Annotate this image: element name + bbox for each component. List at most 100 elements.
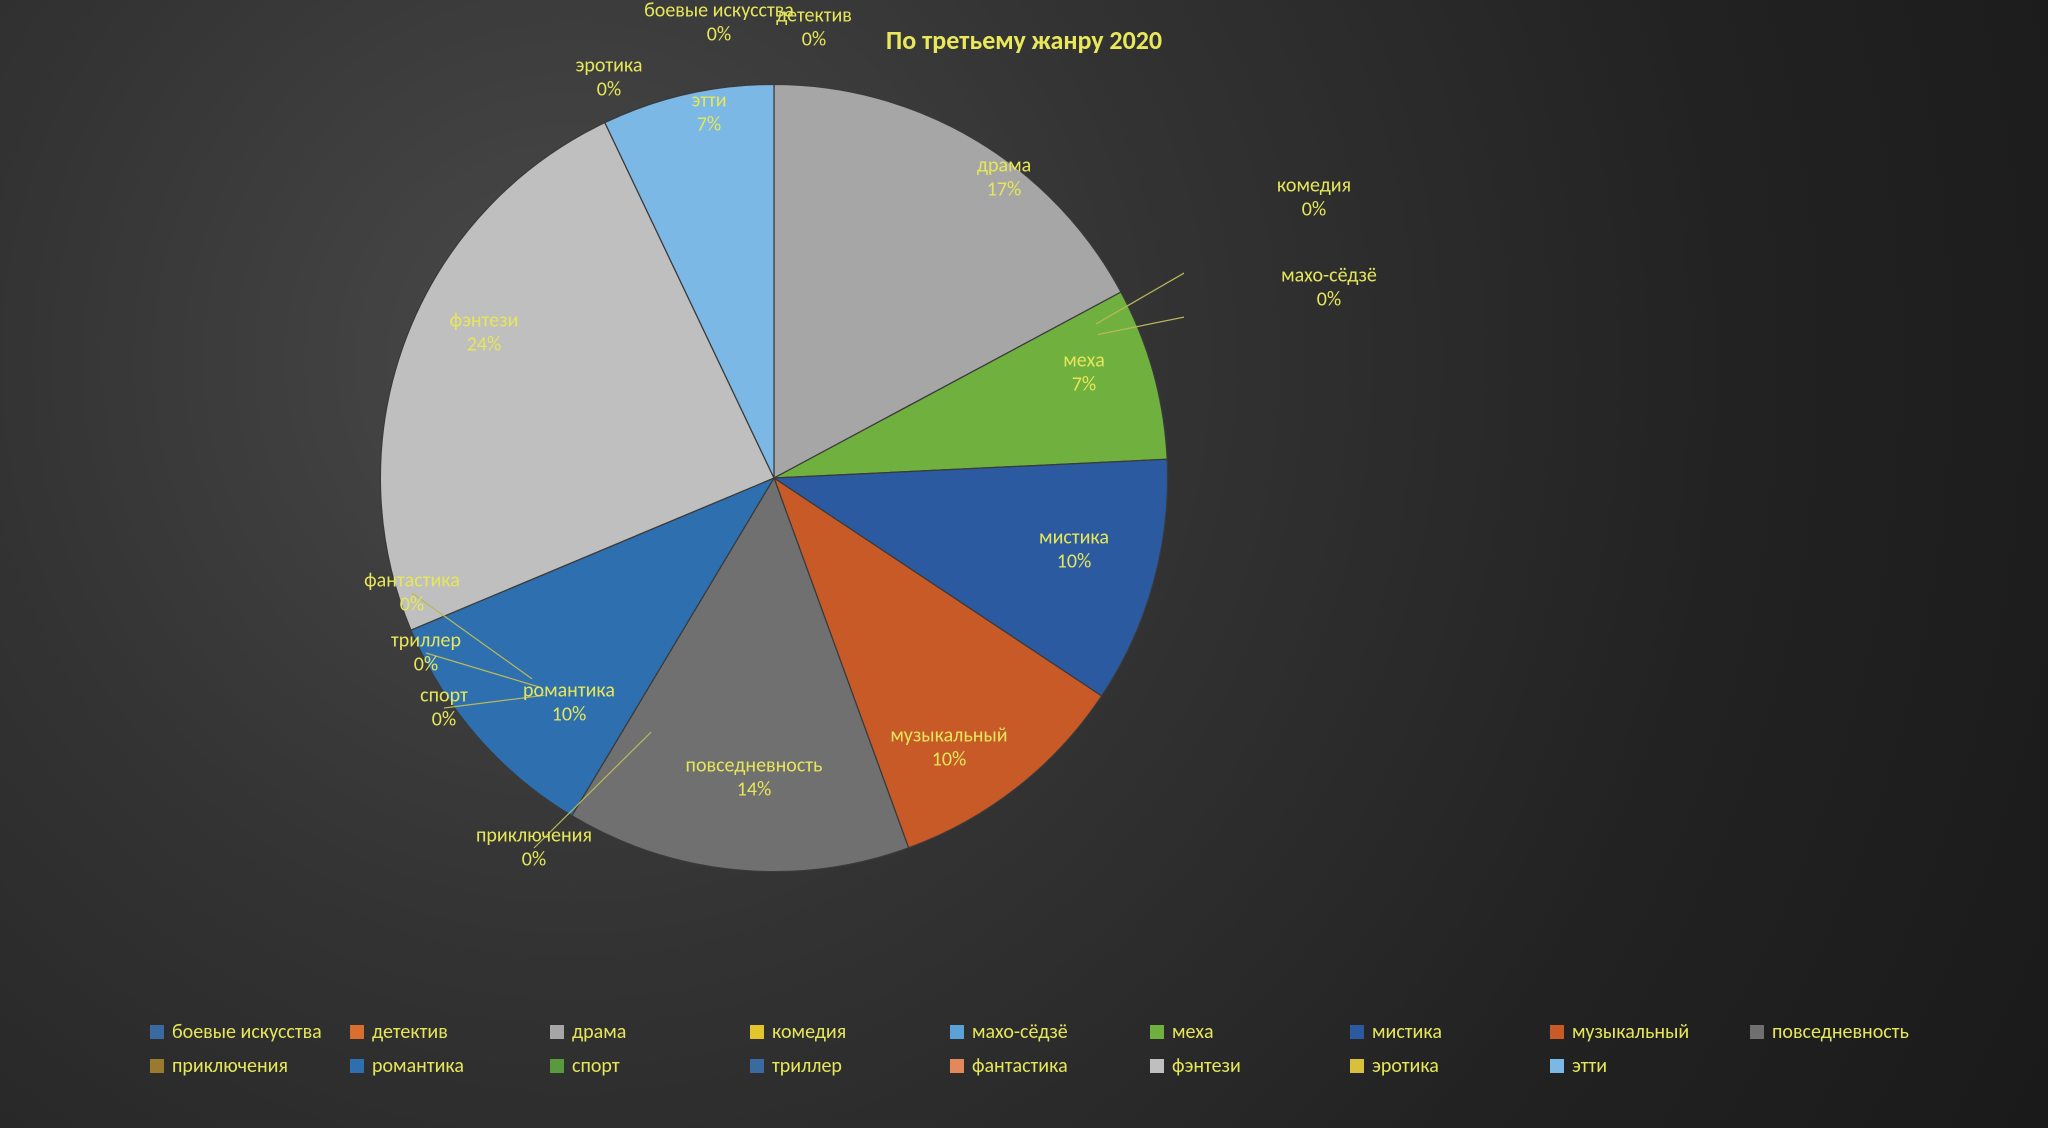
data-label-pct: 10% — [523, 703, 615, 727]
legend-swatch — [350, 1059, 364, 1073]
data-label: фантастика0% — [364, 569, 460, 616]
data-label-name: драма — [977, 153, 1031, 177]
legend-item: триллер — [750, 1054, 950, 1078]
data-label-pct: 0% — [364, 593, 460, 617]
data-label: музыкальный10% — [890, 724, 1007, 771]
legend-swatch — [1750, 1025, 1764, 1039]
legend-label: меха — [1172, 1020, 1214, 1044]
data-label-pct: 10% — [1039, 550, 1109, 574]
data-label: боевые искусства0% — [644, 0, 794, 47]
data-label-name: повседневность — [686, 753, 823, 777]
legend-swatch — [350, 1025, 364, 1039]
legend-swatch — [1150, 1059, 1164, 1073]
legend-item: музыкальный — [1550, 1020, 1750, 1044]
legend-label: эротика — [1372, 1054, 1439, 1078]
data-label-name: романтика — [523, 678, 615, 702]
legend-item: махо-сёдзё — [950, 1020, 1150, 1044]
data-label-pct: 17% — [977, 178, 1031, 202]
chart-title: По третьему жанру 2020 — [0, 24, 2048, 56]
data-label-name: спорт — [420, 683, 468, 707]
legend-swatch — [1550, 1059, 1564, 1073]
data-label-name: боевые искусства — [644, 0, 794, 22]
data-label-name: этти — [691, 88, 726, 112]
data-label-name: фантастика — [364, 568, 460, 592]
data-label-name: эротика — [576, 53, 643, 77]
legend-item: эротика — [1350, 1054, 1550, 1078]
data-label-pct: 0% — [420, 708, 468, 732]
data-label-name: комедия — [1277, 173, 1351, 197]
data-label: этти7% — [691, 89, 726, 136]
legend-label: повседневность — [1772, 1020, 1909, 1044]
data-label: триллер0% — [391, 629, 461, 676]
data-label-pct: 7% — [691, 113, 726, 137]
legend-label: драма — [572, 1020, 626, 1044]
data-label-name: триллер — [391, 628, 461, 652]
legend-item: мистика — [1350, 1020, 1550, 1044]
data-label-pct: 7% — [1063, 373, 1105, 397]
legend-label: спорт — [572, 1054, 620, 1078]
legend-label: комедия — [772, 1020, 846, 1044]
legend-label: романтика — [372, 1054, 464, 1078]
legend-label: этти — [1572, 1054, 1607, 1078]
data-label: приключения0% — [476, 824, 592, 871]
legend-swatch — [950, 1059, 964, 1073]
legend-swatch — [1150, 1025, 1164, 1039]
data-label: повседневность14% — [686, 754, 823, 801]
legend-label: мистика — [1372, 1020, 1442, 1044]
legend-label: боевые искусства — [172, 1020, 322, 1044]
data-label-pct: 0% — [644, 23, 794, 47]
data-label: эротика0% — [576, 54, 643, 101]
data-label-pct: 0% — [1277, 198, 1351, 222]
data-label: фэнтези24% — [450, 309, 519, 356]
data-label-name: музыкальный — [890, 723, 1007, 747]
legend-item: этти — [1550, 1054, 1750, 1078]
data-label-pct: 0% — [391, 653, 461, 677]
legend-label: детектив — [372, 1020, 448, 1044]
legend-label: фэнтези — [1172, 1054, 1241, 1078]
legend-label: триллер — [772, 1054, 842, 1078]
data-label-name: мистика — [1039, 525, 1109, 549]
legend-label: музыкальный — [1572, 1020, 1689, 1044]
legend-item: боевые искусства — [150, 1020, 350, 1044]
data-label: комедия0% — [1277, 174, 1351, 221]
data-label-pct: 10% — [890, 748, 1007, 772]
data-label-pct: 14% — [686, 778, 823, 802]
legend-swatch — [550, 1025, 564, 1039]
legend: боевые искусства детектив драма комедия махо… — [150, 1020, 1948, 1088]
legend-swatch — [950, 1025, 964, 1039]
legend-item: драма — [550, 1020, 750, 1044]
data-label-pct: 24% — [450, 333, 519, 357]
data-label: спорт0% — [420, 684, 468, 731]
data-label-name: меха — [1063, 348, 1105, 372]
chart-stage: По третьему жанру 2020 боевые искусства д… — [0, 0, 2048, 1128]
legend-item: меха — [1150, 1020, 1350, 1044]
legend-item: фантастика — [950, 1054, 1150, 1078]
data-label-name: махо-сёдзё — [1281, 263, 1377, 287]
data-label: махо-сёдзё0% — [1281, 264, 1377, 311]
legend-label: махо-сёдзё — [972, 1020, 1068, 1044]
legend-swatch — [550, 1059, 564, 1073]
legend-item: повседневность — [1750, 1020, 1950, 1044]
legend-item: фэнтези — [1150, 1054, 1350, 1078]
legend-swatch — [750, 1025, 764, 1039]
legend-swatch — [150, 1059, 164, 1073]
data-label: мистика10% — [1039, 526, 1109, 573]
legend-item: романтика — [350, 1054, 550, 1078]
data-label-pct: 0% — [1281, 288, 1377, 312]
legend-item: приключения — [150, 1054, 350, 1078]
legend-swatch — [1350, 1025, 1364, 1039]
data-label-pct: 0% — [476, 848, 592, 872]
legend-item: детектив — [350, 1020, 550, 1044]
legend-swatch — [1350, 1059, 1364, 1073]
data-label-name: приключения — [476, 823, 592, 847]
legend-swatch — [750, 1059, 764, 1073]
legend-label: приключения — [172, 1054, 288, 1078]
legend-row: боевые искусства детектив драма комедия махо… — [150, 1020, 1948, 1044]
legend-item: комедия — [750, 1020, 950, 1044]
data-label-pct: 0% — [576, 78, 643, 102]
legend-item: спорт — [550, 1054, 750, 1078]
data-label: драма17% — [977, 154, 1031, 201]
data-label: меха7% — [1063, 349, 1105, 396]
legend-label: фантастика — [972, 1054, 1068, 1078]
data-label-name: фэнтези — [450, 308, 519, 332]
